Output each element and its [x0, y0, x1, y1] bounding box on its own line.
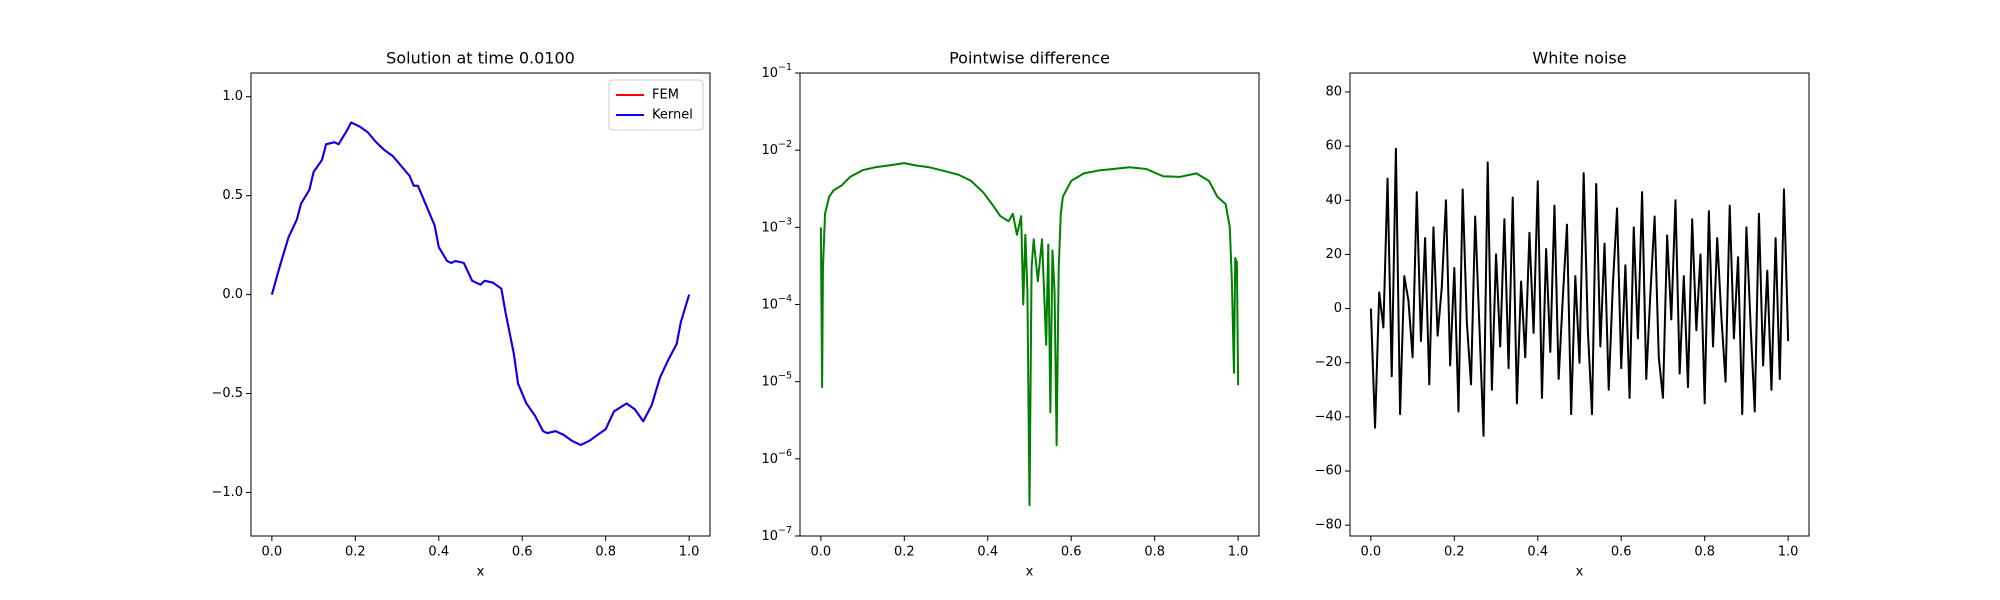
x-tick-label: 0.6 [1611, 545, 1632, 560]
y-tick-label: 40 [1325, 193, 1342, 208]
x-tick-label: 0.4 [428, 545, 449, 560]
x-tick-label: 0.8 [1144, 545, 1165, 560]
subplot-title: Pointwise difference [949, 49, 1110, 68]
axes-frame [250, 72, 711, 537]
y-tick-label: 20 [1325, 247, 1342, 262]
x-tick-label: 0.8 [1694, 545, 1715, 560]
y-tick-label: 10−6 [761, 447, 792, 466]
y-tick-label: 0 [1334, 301, 1342, 316]
subplot-title: Solution at time 0.0100 [386, 49, 575, 68]
x-tick-label: 1.0 [1228, 545, 1249, 560]
y-tick-label: −40 [1315, 409, 1342, 424]
y-tick-label: −80 [1315, 518, 1342, 533]
y-tick-label: −20 [1315, 355, 1342, 370]
y-tick-label: 80 [1325, 84, 1342, 99]
y-tick-label: 10−5 [761, 370, 792, 389]
x-tick-label: 0.2 [1444, 545, 1465, 560]
axes-frame [799, 72, 1260, 537]
x-tick-label: 0.0 [262, 545, 283, 560]
legend-label: Kernel [652, 108, 693, 123]
y-tick-label: 1.0 [222, 89, 243, 104]
x-tick-label: 0.6 [512, 545, 533, 560]
y-tick-label: 10−7 [761, 525, 792, 544]
data-line [1369, 147, 1790, 437]
x-axis-label: x [477, 565, 485, 580]
x-tick-label: 0.2 [894, 545, 915, 560]
y-tick-label: 10−2 [761, 139, 792, 158]
x-tick-label: 0.0 [811, 545, 832, 560]
x-axis-label: x [1576, 565, 1584, 580]
y-tick-label: 60 [1325, 139, 1342, 154]
y-tick-label: 10−1 [761, 62, 792, 81]
x-tick-label: 1.0 [679, 545, 700, 560]
x-tick-label: 0.8 [595, 545, 616, 560]
subplot-title: White noise [1532, 49, 1626, 68]
y-tick-label: −1.0 [211, 485, 243, 500]
y-tick-label: −60 [1315, 464, 1342, 479]
legend-box [608, 79, 704, 131]
y-tick-label: 0.5 [222, 188, 243, 203]
x-tick-label: 0.6 [1061, 545, 1082, 560]
axes-frame [1349, 72, 1810, 537]
x-tick-label: 0.0 [1361, 545, 1382, 560]
y-tick-label: 0.0 [222, 287, 243, 302]
x-tick-label: 1.0 [1778, 545, 1799, 560]
x-axis-label: x [1026, 565, 1034, 580]
y-tick-label: 10−4 [761, 293, 792, 312]
x-tick-label: 0.4 [977, 545, 998, 560]
y-tick-label: −0.5 [211, 386, 243, 401]
x-tick-label: 0.4 [1527, 545, 1548, 560]
data-line [819, 162, 1240, 507]
data-line [270, 121, 691, 446]
y-tick-label: 10−3 [761, 216, 792, 235]
x-tick-label: 0.2 [345, 545, 366, 560]
legend-label: FEM [652, 88, 679, 103]
